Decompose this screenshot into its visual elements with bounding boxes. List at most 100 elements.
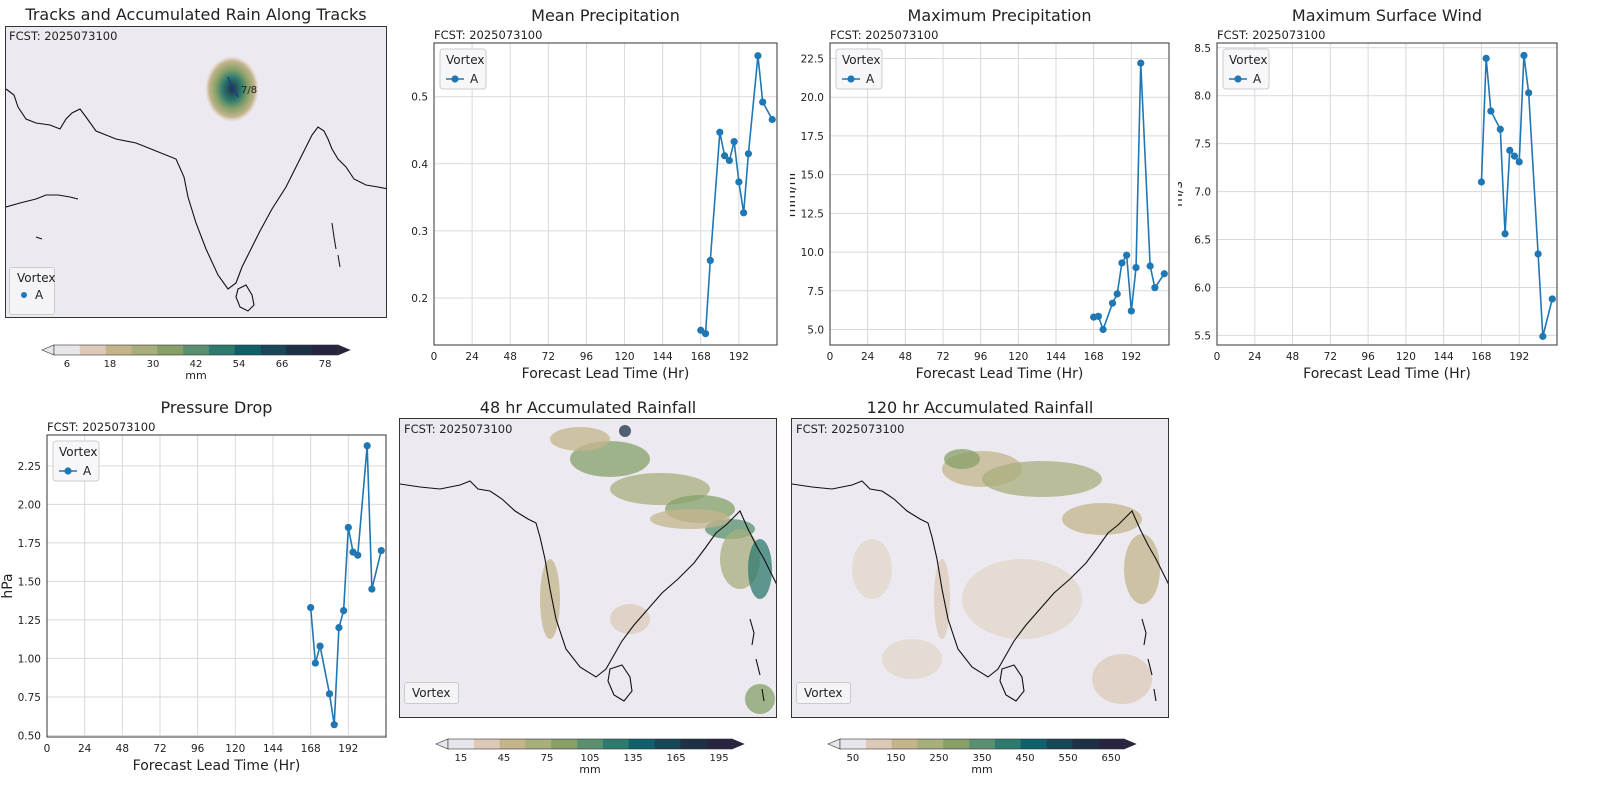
data-point [1127,307,1135,315]
data-point [1099,325,1107,334]
rain-patch [650,509,730,529]
colorbar-unit: mm [185,369,206,380]
colorbar-tick-label: 18 [104,359,117,370]
colorbar-tick-label: 550 [1059,753,1078,764]
y-tick-label: 0.2 [411,293,428,305]
rain-patch [1062,503,1142,535]
rain-patch [550,427,610,451]
x-tick-label: 48 [1286,351,1299,363]
data-point [706,256,714,265]
colorbar-segment [54,345,81,355]
mean-precip-chart: Mean Precipitation FCST: 2025073100 0 24 48 7… [402,6,778,382]
plot-frame [1216,42,1558,346]
colorbar-tick-label: 78 [319,359,332,370]
data-point [744,150,753,158]
rain120-map [791,418,1169,718]
max-wind-chart: Maximum Surface Wind FCST: 2025073100 0 24 4… [1178,6,1558,382]
y-tick-label: 7.0 [1194,187,1211,199]
track-map-svg: 7/8 [6,56,386,312]
data-point [1123,251,1131,259]
y-tick-label: 2.25 [18,461,41,473]
colorbar-segment [260,345,287,355]
x-tick-label: 120 [225,743,245,755]
x-tick-label: 0 [1214,351,1221,363]
y-tick-label: 10.0 [801,247,824,259]
chart-title: Mean Precipitation [531,6,680,25]
y-tick-label: 12.5 [801,208,824,220]
x-tick-label: 168 [691,351,711,363]
colorbar-tick-label: 195 [710,753,729,764]
rain120-title: 120 hr Accumulated Rainfall [866,398,1094,417]
x-tick-label: 24 [1248,351,1262,363]
colorbar-segment [499,739,526,749]
y-tick-label: 0.4 [411,159,428,171]
rain-patch [852,539,892,599]
series-line [309,445,383,725]
colorbar-segment [183,345,210,355]
x-tick-label: 144 [263,743,283,755]
colorbar-segment [994,739,1022,749]
y-tick-label: 0.5 [411,92,428,104]
pressure-drop-chart: Pressure Drop FCST: 2025073100 0 24 48 72 96 12… [0,398,387,774]
series-line [700,55,773,336]
colorbar-tick-label: 30 [147,359,160,370]
data-point [768,115,776,124]
x-tick-label: 72 [542,351,555,363]
y-tick-label: 0.75 [18,692,41,704]
x-axis-label: Forecast Lead Time (Hr) [133,758,301,774]
storm-track [227,76,239,98]
colorbar-segment [865,739,892,749]
colorbar-extend-high [731,738,745,750]
data-point [1548,295,1556,303]
plot-frame [829,42,1170,346]
data-point [316,642,324,650]
x-tick-label: 168 [1471,351,1491,363]
colorbar-segment [286,345,313,355]
chart-title: Pressure Drop [161,398,273,417]
data-point [1520,51,1528,60]
track-map-legend: Vortex A [9,267,56,315]
colorbar-extend-high [337,344,351,356]
x-tick-label: 168 [301,743,321,755]
coastline [6,88,386,290]
x-axis-label: Forecast Lead Time (Hr) [1303,366,1471,382]
colorbar-segment [1046,739,1073,749]
rain-patch [619,425,631,437]
legend-title: Vortex [17,271,56,285]
colorbar-tick-label: 45 [498,753,511,764]
colorbar-segment [943,739,970,749]
x-tick-label: 0 [827,351,834,363]
data-point [1137,59,1145,67]
colorbar-segment [969,739,996,749]
coastline [400,480,776,678]
colorbar-segment [157,345,184,355]
x-tick-label: 120 [1396,351,1416,363]
y-tick-label: 1.75 [18,538,41,550]
rain-patch [610,604,650,634]
x-tick-label: 96 [191,743,205,755]
rain-blob [205,56,259,122]
track-map-fcst: FCST: 2025073100 [9,29,118,43]
colorbar-segment [525,739,552,749]
colorbar-segment [208,345,236,355]
colorbar-unit: mm [579,763,600,774]
data-point [1525,89,1533,97]
rain120-legend: Vortex [796,682,851,704]
y-tick-label: 0.50 [18,730,41,742]
data-point [701,329,710,338]
sri-lanka [235,284,255,312]
x-tick-label: 192 [1509,351,1529,363]
rain-patch [745,684,775,714]
data-point [1118,259,1126,267]
colorbar-extend-low [41,344,55,356]
x-tick-label: 192 [729,351,749,363]
y-tick-label: 6.5 [1194,235,1211,247]
colorbar-tick-label: 6 [64,359,70,370]
colorbar-segment [131,345,158,355]
colorbar-segment [602,739,630,749]
legend-entry: A [83,464,92,478]
rain-patch [1124,534,1160,604]
data-point [740,209,748,217]
rain-patch [748,539,772,599]
data-point [1506,146,1514,154]
